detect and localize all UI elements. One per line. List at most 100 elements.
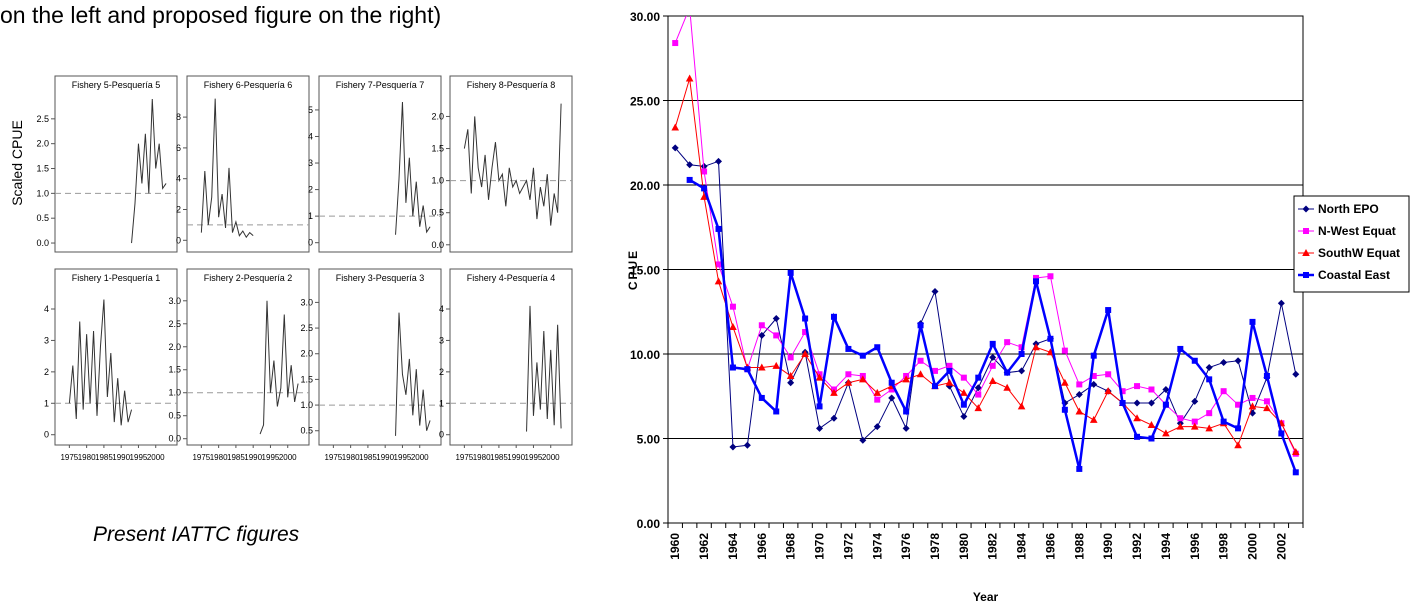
data-point-n-west-equat <box>1177 415 1184 422</box>
panel-series-line <box>200 98 254 239</box>
data-point-coastal-east <box>917 322 924 329</box>
cpue-line-chart: 0.00 5.00 10.00 15.00 20.00 25.00 30.00 1960 196… <box>626 5 1410 604</box>
data-point-n-west-equat <box>1235 401 1242 408</box>
data-point-southw-equat <box>1133 414 1141 422</box>
data-point-north-epo <box>974 384 982 392</box>
panel-7: Fishery 3-Pesquería 3 0.5 1.0 1.5 2.0 2.5 3.0 1… <box>300 268 442 462</box>
panel-y-tick-label: 0.0 <box>431 240 444 250</box>
data-point-coastal-east <box>1278 430 1285 437</box>
panel-y-tick-label: 1.5 <box>168 365 181 375</box>
x-tick-label: 1982 <box>986 533 1000 560</box>
panel-x-tick-label: 2000 <box>279 453 297 462</box>
data-point-coastal-east <box>1191 357 1198 364</box>
panel-y-tick-label: 4 <box>439 304 444 314</box>
data-point-coastal-east <box>686 176 693 183</box>
data-point-southw-equat <box>1089 415 1098 423</box>
panel-y-tick-label: 8 <box>176 112 181 122</box>
data-point-north-epo <box>1220 358 1228 366</box>
data-point-n-west-equat <box>687 5 693 11</box>
data-point-n-west-equat <box>715 261 722 268</box>
y-tick-label: 5.00 <box>637 433 661 447</box>
data-point-coastal-east <box>1148 435 1155 442</box>
panel-x-tick-label: 2000 <box>542 453 560 462</box>
data-point-coastal-east <box>1076 465 1083 472</box>
data-point-north-epo <box>772 315 780 323</box>
panel-x-tick-label: 1995 <box>130 453 148 462</box>
data-point-n-west-equat <box>1206 410 1213 417</box>
data-point-coastal-east <box>1047 335 1054 342</box>
panel-1: Fishery 5-Pesquería 5 0.0 0.5 1.0 1.5 2.0 2.5 <box>36 75 178 253</box>
data-point-coastal-east <box>931 383 938 390</box>
data-point-coastal-east <box>715 225 722 232</box>
data-point-coastal-east <box>1162 401 1169 408</box>
x-tick-label: 1986 <box>1043 533 1057 560</box>
data-point-n-west-equat <box>1249 394 1256 401</box>
panel-x-tick-label: 1990 <box>112 453 130 462</box>
panel-x-tick-label: 1985 <box>490 453 508 462</box>
data-point-n-west-equat <box>1061 347 1068 354</box>
panel-frame <box>186 268 310 446</box>
data-point-southw-equat <box>1032 343 1040 351</box>
data-point-southw-equat <box>1291 448 1300 456</box>
data-point-north-epo <box>888 394 896 402</box>
data-point-southw-equat <box>945 378 954 386</box>
data-point-n-west-equat <box>1076 381 1083 388</box>
panel-series-line <box>68 299 133 426</box>
panel-series-line <box>259 300 299 435</box>
legend-label-north-epo: North EPO <box>1318 202 1379 216</box>
iattc-small-multiples: Scaled CPUE Fishery 5-Pesquería 5 0.0 0.5 1.… <box>9 75 573 462</box>
panel-x-tick-label: 1985 <box>227 453 245 462</box>
data-point-coastal-east <box>989 340 996 347</box>
panel-y-tick-label: 0.5 <box>300 426 313 436</box>
panel-title: Fishery 3-Pesquería 3 <box>336 273 425 283</box>
panel-y-axis-label: Scaled CPUE <box>9 120 25 206</box>
data-point-southw-equat <box>1061 378 1069 386</box>
y-tick-label: 0.00 <box>637 517 661 531</box>
panel-x-tick-label: 2000 <box>411 453 429 462</box>
data-point-southw-equat <box>1003 383 1011 391</box>
data-point-n-west-equat <box>802 329 809 336</box>
data-point-southw-equat <box>873 388 882 396</box>
y-tick-label: 10.00 <box>630 348 660 362</box>
panel-y-tick-label: 3 <box>44 335 49 345</box>
data-point-southw-equat <box>801 350 809 357</box>
panel-frame <box>318 268 442 446</box>
data-point-southw-equat <box>772 361 781 369</box>
data-point-southw-equat <box>1248 402 1257 410</box>
data-point-north-epo <box>686 161 694 169</box>
data-point-coastal-east <box>903 408 910 415</box>
x-tick-label: 1996 <box>1188 533 1202 560</box>
legend-marker-coastal-east <box>1303 272 1309 278</box>
data-point-southw-equat <box>1205 424 1213 432</box>
panel-y-tick-label: 3.0 <box>168 296 181 306</box>
panel-y-tick-label: 4 <box>44 304 49 314</box>
panel-title: Fishery 2-Pesquería 2 <box>204 273 293 283</box>
data-point-coastal-east <box>845 345 852 352</box>
data-point-southw-equat <box>1104 387 1112 395</box>
panel-y-tick-label: 4 <box>176 174 181 184</box>
panel-title: Fishery 1-Pesquería 1 <box>72 273 161 283</box>
data-point-coastal-east <box>1105 307 1112 314</box>
data-point-southw-equat <box>902 375 910 383</box>
panel-frame <box>318 75 442 253</box>
panel-y-tick-label: 1.0 <box>168 388 181 398</box>
panel-series-line <box>526 305 562 432</box>
panel-x-tick-label: 1995 <box>262 453 280 462</box>
data-point-n-west-equat <box>975 391 982 398</box>
data-point-n-west-equat <box>672 40 679 47</box>
data-point-north-epo <box>989 353 997 361</box>
data-point-coastal-east <box>1249 318 1256 325</box>
data-point-north-epo <box>902 424 910 432</box>
data-point-southw-equat <box>758 363 766 371</box>
panel-y-tick-label: 4 <box>308 131 313 141</box>
data-point-n-west-equat <box>1134 383 1141 390</box>
panel-series-line <box>395 312 431 436</box>
panel-frame <box>449 268 573 446</box>
panel-y-tick-label: 6 <box>176 143 181 153</box>
data-point-coastal-east <box>802 315 809 322</box>
panel-y-tick-label: 0.5 <box>36 213 49 223</box>
panel-y-tick-label: 0 <box>308 238 313 248</box>
data-point-north-epo <box>960 413 968 421</box>
legend-marker-southw-equat <box>1302 249 1310 256</box>
data-point-coastal-east <box>1134 433 1141 440</box>
